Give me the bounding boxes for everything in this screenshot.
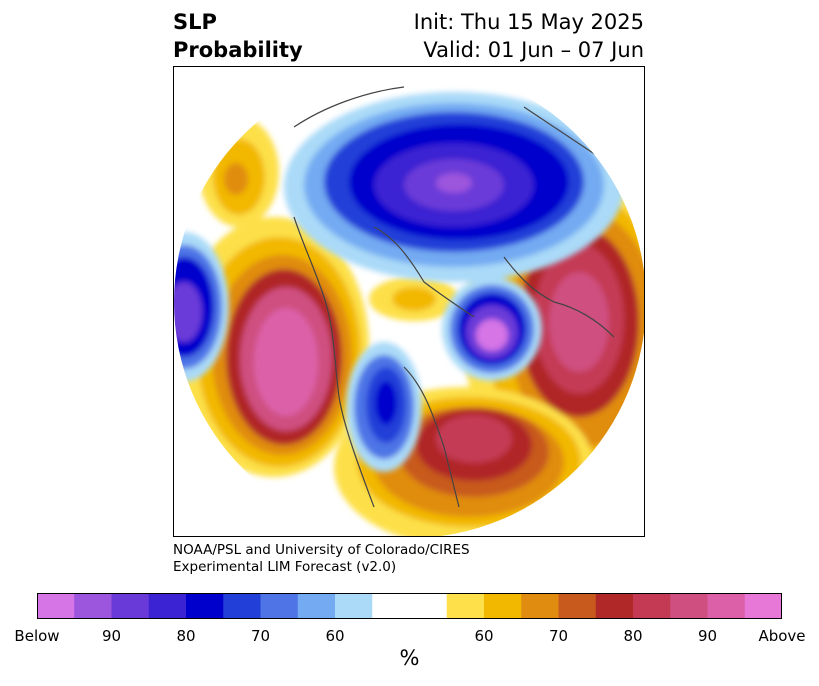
colorbar-tick-label: 60 xyxy=(474,627,494,645)
colorbar-segment xyxy=(521,593,559,619)
colorbar-tick-label: Below xyxy=(14,627,60,645)
chart-title: SLP Probability xyxy=(173,8,303,64)
colorbar-segment xyxy=(484,593,522,619)
colorbar-segment xyxy=(37,593,75,619)
colorbar-tick-label: Above xyxy=(758,627,806,645)
credit-line-1: NOAA/PSL and University of Colorado/CIRE… xyxy=(173,542,470,558)
probability-map xyxy=(173,66,645,537)
init-date: Init: Thu 15 May 2025 xyxy=(413,10,644,34)
colorbar-tick-label: 90 xyxy=(101,627,122,645)
above-normal-areas xyxy=(179,111,644,536)
colorbar-segment xyxy=(595,593,634,619)
colorbar-label: % xyxy=(399,646,420,670)
colorbar-tick-label: 70 xyxy=(548,627,569,645)
colorbar xyxy=(37,593,782,619)
colorbar-segment xyxy=(335,593,373,619)
title-line-1: SLP xyxy=(173,10,217,34)
map-svg xyxy=(174,67,644,536)
colorbar-segment xyxy=(223,593,261,619)
below-normal-areas xyxy=(174,92,624,472)
colorbar-tick-label: 80 xyxy=(623,627,643,645)
colorbar-segment xyxy=(558,593,597,619)
forecast-field xyxy=(174,67,644,536)
colorbar-border xyxy=(37,593,782,619)
credit-line-2: Experimental LIM Forecast (v2.0) xyxy=(173,559,397,575)
colorbar-segment xyxy=(446,593,485,619)
colorbar-segment xyxy=(707,593,746,619)
colorbar-tick-label: 70 xyxy=(250,627,271,645)
colorbar-tick-label: 80 xyxy=(176,627,196,645)
colorbar-segment xyxy=(111,593,150,619)
colorbar-tick-label: 90 xyxy=(697,627,718,645)
colorbar-segment xyxy=(744,593,782,619)
colorbar-segment xyxy=(670,593,708,619)
colorbar-segment xyxy=(186,593,224,619)
title-line-2: Probability xyxy=(173,38,303,62)
colorbar-segment xyxy=(74,593,112,619)
credit-text: NOAA/PSL and University of Colorado/CIRE… xyxy=(173,542,470,576)
colorbar-segment xyxy=(148,593,187,619)
valid-date: Valid: 01 Jun – 07 Jun xyxy=(423,38,644,62)
colorbar-segment xyxy=(633,593,671,619)
colorbar-tick-label: 60 xyxy=(325,627,345,645)
colorbar-segment xyxy=(297,593,336,619)
colorbar-segment xyxy=(260,593,299,619)
colorbar-segment xyxy=(372,593,448,619)
forecast-dates: Init: Thu 15 May 2025 Valid: 01 Jun – 07… xyxy=(414,8,644,64)
